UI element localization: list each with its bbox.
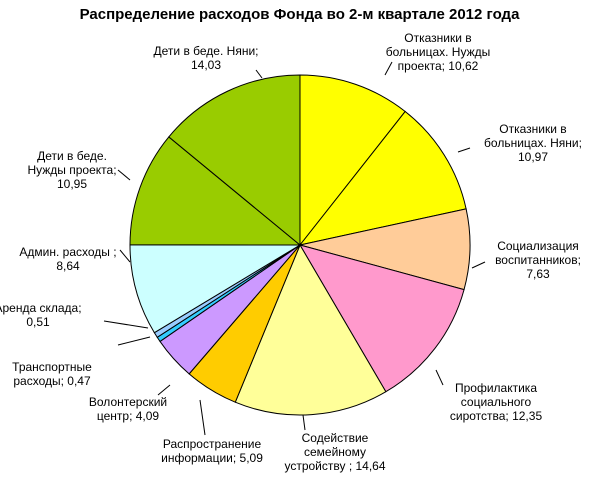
pie-slice: [129, 136, 302, 246]
slice-label-line: проекта; 10,62: [398, 59, 479, 73]
slice-label-line: Аренда склада;: [0, 301, 82, 315]
slice-label: Распространение информации; 5,09: [161, 437, 263, 465]
slice-label-line: 8,64: [56, 259, 80, 273]
slice-label-line: Волонтерский: [89, 395, 167, 409]
slice-label-line: информации; 5,09: [161, 451, 263, 465]
leader-line: [435, 369, 444, 386]
slice-label: Профилактика социального сиротства; 12,35: [450, 381, 543, 423]
slice-label-line: Социализация: [497, 239, 579, 253]
pie-slice: [298, 110, 467, 246]
slice-label-line: социального: [461, 395, 532, 409]
slice-label: Содействие семейному устройству ; 14,64: [284, 431, 385, 473]
pie-slice: [298, 244, 465, 393]
slice-label-line: 10,95: [57, 177, 87, 191]
leader-line: [117, 336, 151, 346]
slice-label-line: Отказники в: [499, 122, 566, 136]
slice-label: Социализация воспитанников; 7,63: [495, 239, 581, 281]
slice-label-line: Профилактика: [455, 381, 537, 395]
slice-label-line: Распространение: [163, 437, 262, 451]
leader-line: [471, 261, 486, 269]
slice-label-line: устройству ; 14,64: [284, 459, 385, 473]
slice-label-line: больницах. Няни;: [484, 136, 582, 150]
slice-label-line: Транспортные: [12, 360, 92, 374]
slice-label: Дети в беде. Нужды проекта; 10,95: [27, 149, 116, 191]
pie-slice: [129, 244, 302, 334]
slice-label-line: Дети в беде.: [37, 149, 107, 163]
leader-line: [384, 61, 393, 76]
leader-line: [117, 169, 131, 181]
chart-title: Распределение расходов Фонда во 2-м квар…: [79, 6, 520, 23]
leader-line: [255, 69, 263, 79]
slice-label-line: Дети в беде. Няни;: [154, 44, 259, 58]
slice-label-line: 7,63: [526, 267, 550, 281]
leader-line: [119, 249, 131, 263]
pie-slice: [168, 74, 301, 247]
slice-label: Аренда склада; 0,51: [0, 301, 82, 329]
slice-label: Админ. расходы ; 8,64: [19, 245, 116, 273]
slice-label-line: больницах. Нужды: [386, 45, 491, 59]
leader-line: [457, 147, 471, 153]
slice-label-line: семейному: [304, 445, 366, 459]
slice-label: Волонтерский центр; 4,09: [89, 395, 167, 423]
slice-label-line: 10,97: [518, 150, 548, 164]
slice-label-line: Админ. расходы ;: [19, 245, 116, 259]
slice-label-line: Содействие: [302, 431, 369, 445]
slice-label: Отказники в больницах. Нужды проекта; 10,6…: [386, 31, 491, 73]
slice-label-line: центр; 4,09: [97, 409, 160, 423]
leader-line: [103, 320, 149, 329]
slice-label-line: Нужды проекта;: [27, 163, 116, 177]
slice-label-line: 14,03: [191, 58, 221, 72]
slice-label: Отказники в больницах. Няни; 10,97: [484, 122, 582, 164]
slice-label: Транспортные расходы; 0,47: [12, 360, 92, 388]
leader-line: [199, 399, 206, 436]
slice-label-line: воспитанников;: [495, 253, 581, 267]
slice-label-line: сиротства; 12,35: [450, 409, 543, 423]
pie-slice: [234, 243, 387, 416]
slice-label-line: расходы; 0,47: [13, 374, 91, 388]
pie-slice: [299, 74, 406, 247]
slice-label: Дети в беде. Няни; 14,03: [154, 44, 259, 72]
leader-line: [302, 414, 306, 431]
slice-label-line: Отказники в: [404, 31, 471, 45]
slice-label-line: 0,51: [26, 315, 50, 329]
leader-line: [157, 384, 171, 396]
